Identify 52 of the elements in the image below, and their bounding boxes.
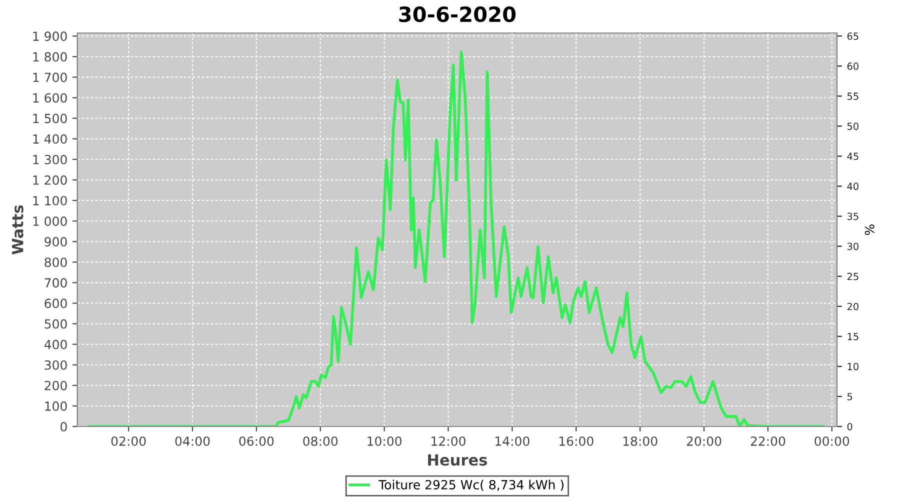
- line-series: [87, 50, 824, 426]
- x-tick-label: 12:00: [432, 436, 466, 446]
- legend-label: Toiture 2925 Wc( 8,734 kWh ): [378, 480, 564, 491]
- y-tick-label: 400: [44, 340, 67, 350]
- x-tick-label: 18:00: [623, 436, 658, 446]
- x-tick-label: 20:00: [686, 436, 722, 446]
- x-tick-label: 06:00: [239, 436, 274, 446]
- x-tick-label: 08:00: [303, 436, 338, 446]
- y2-tick-label: 0: [847, 422, 852, 430]
- y-tick-label: 1 600: [33, 93, 67, 103]
- y-tick-label: 800: [44, 258, 67, 268]
- y2-tick-label: 30: [847, 242, 858, 250]
- y2-tick-label: 50: [847, 122, 858, 130]
- y-tick-label: 200: [44, 380, 67, 390]
- y-tick-label: 900: [44, 237, 67, 246]
- chart-title: 30-6-2020: [399, 6, 516, 22]
- y2-tick-label: 40: [847, 182, 858, 190]
- y-tick-label: 0: [60, 422, 67, 432]
- y2-tick-label: 35: [847, 212, 858, 220]
- y-tick-label: 1 000: [33, 216, 67, 226]
- x-tick-label: 16:00: [559, 436, 594, 446]
- x-axis-title: Heures: [428, 454, 487, 466]
- y2-tick-label: 45: [847, 152, 858, 160]
- y-tick-label: 1 900: [33, 32, 67, 42]
- y2-tick-label: 25: [847, 272, 858, 280]
- x-tick-label: 02:00: [111, 436, 146, 446]
- y-tick-label: 700: [44, 278, 67, 288]
- y-axis-title: Watts: [12, 205, 24, 254]
- y2-tick-label: 20: [847, 302, 858, 310]
- y-tick-label: 300: [44, 360, 67, 370]
- y2-axis-title: %: [864, 224, 874, 235]
- y-tick-label: 1 200: [33, 175, 67, 185]
- y2-tick-label: 15: [848, 332, 858, 340]
- y-tick-label: 1 500: [33, 114, 67, 124]
- y-tick-label: 1 100: [33, 196, 67, 206]
- y-tick-label: 1 400: [33, 134, 67, 144]
- y2-tick-label: 60: [847, 62, 858, 70]
- x-tick-label: 04:00: [175, 436, 210, 446]
- y2-tick-label: 65: [847, 32, 858, 40]
- y-tick-label: 500: [44, 319, 67, 329]
- y-tick-label: 1 300: [33, 154, 67, 164]
- y-tick-label: 1 800: [33, 52, 67, 62]
- y-tick-label: 600: [44, 298, 67, 308]
- x-tick-label: 00:00: [814, 436, 850, 446]
- y-tick-label: 1 700: [33, 72, 67, 82]
- y-tick-label: 100: [45, 401, 67, 411]
- x-tick-label: 22:00: [750, 436, 786, 446]
- y2-tick-label: 10: [848, 362, 858, 370]
- x-tick-label: 14:00: [496, 436, 530, 446]
- x-tick-label: 10:00: [368, 436, 402, 446]
- y2-tick-label: 5: [847, 393, 852, 400]
- y2-tick-label: 55: [847, 92, 858, 100]
